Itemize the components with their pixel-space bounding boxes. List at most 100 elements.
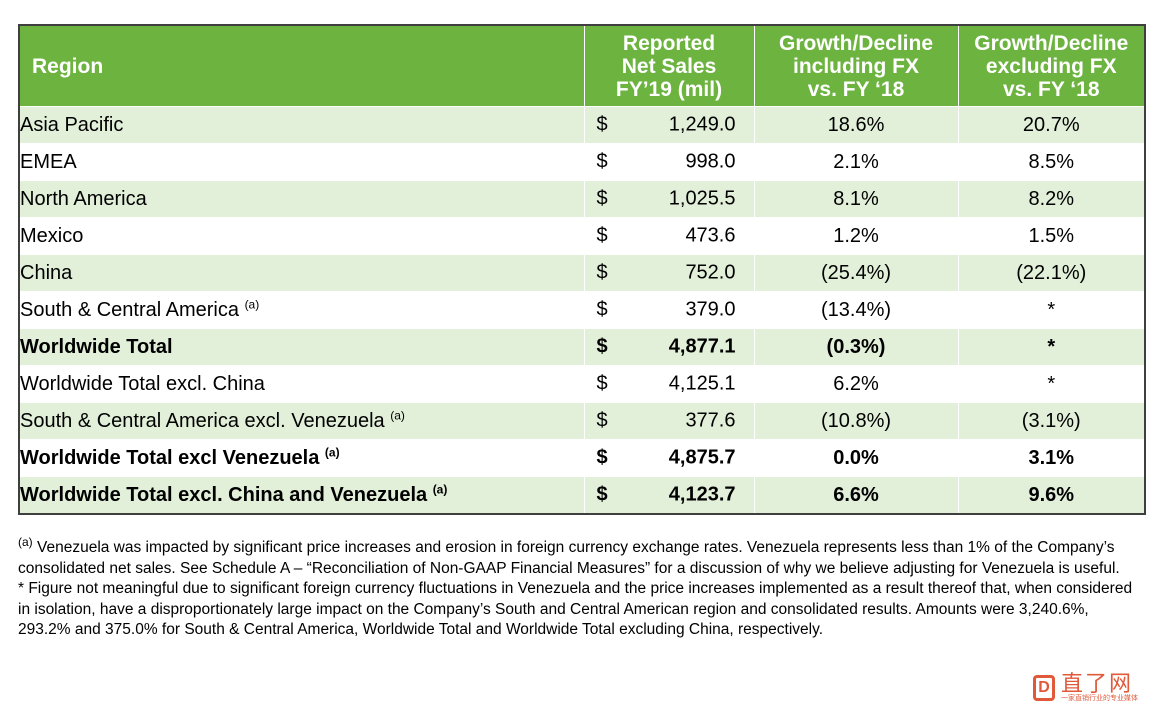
cell-region: China bbox=[18, 254, 585, 292]
table-row: North America $1,025.5 8.1% 8.2% bbox=[18, 180, 1146, 218]
cell-net-sales: $4,875.7 bbox=[583, 439, 755, 477]
net-sales-value: 1,025.5 bbox=[668, 187, 736, 210]
logo-sub-text: 一家直销行业的专业媒体 bbox=[1061, 695, 1138, 702]
cell-growth-incl-fx: 18.6% bbox=[753, 106, 959, 144]
region-name: Worldwide Total bbox=[20, 335, 173, 358]
region-name: South & Central America excl. Venezuela bbox=[20, 409, 391, 432]
footnote-star: * Figure not meaningful due to significa… bbox=[18, 580, 1133, 638]
table-row: Worldwide Total excl. China $4,125.1 6.2% * bbox=[18, 365, 1146, 403]
header-growth-excl-fx: Growth/Decline excluding FX vs. FY ‘18 bbox=[957, 24, 1146, 107]
net-sales-value: 998.0 bbox=[685, 150, 736, 173]
net-sales-value: 379.0 bbox=[685, 298, 736, 321]
net-sales-value: 4,875.7 bbox=[668, 446, 736, 469]
footnote-ref: (a) bbox=[432, 481, 448, 496]
cell-region: South & Central America (a) bbox=[18, 291, 585, 329]
header-incl-line2: including FX bbox=[793, 54, 919, 78]
region-name: Worldwide Total excl. China bbox=[20, 372, 265, 395]
cell-growth-incl-fx: (13.4%) bbox=[753, 291, 959, 329]
cell-region: Worldwide Total excl. China bbox=[18, 365, 585, 403]
region-name: Asia Pacific bbox=[20, 113, 124, 136]
net-sales-value: 4,125.1 bbox=[668, 372, 736, 395]
cell-growth-incl-fx: 0.0% bbox=[753, 439, 959, 477]
header-region: Region bbox=[18, 24, 585, 107]
cell-growth-excl-fx: 20.7% bbox=[957, 106, 1146, 144]
currency-symbol: $ bbox=[596, 187, 608, 210]
cell-net-sales: $379.0 bbox=[583, 291, 755, 329]
region-name: Worldwide Total excl Venezuela bbox=[20, 446, 325, 469]
cell-region: Asia Pacific bbox=[18, 106, 585, 144]
region-name: Mexico bbox=[20, 224, 84, 247]
cell-region: EMEA bbox=[18, 143, 585, 181]
currency-symbol: $ bbox=[596, 409, 608, 432]
cell-region: Worldwide Total bbox=[18, 328, 585, 366]
cell-growth-incl-fx: 6.6% bbox=[753, 476, 959, 515]
net-sales-value: 4,123.7 bbox=[668, 483, 736, 506]
region-name: North America bbox=[20, 187, 147, 210]
header-net-sales-line3: FY’19 (mil) bbox=[615, 77, 723, 101]
cell-growth-incl-fx: 6.2% bbox=[753, 365, 959, 403]
cell-growth-incl-fx: (10.8%) bbox=[753, 402, 959, 440]
footnote-a: (a) Venezuela was impacted by significan… bbox=[18, 534, 1142, 579]
logo-icon: D bbox=[1033, 675, 1055, 701]
header-net-sales-line2: Net Sales bbox=[621, 54, 717, 78]
footnote-ref: (a) bbox=[244, 296, 260, 311]
header-growth-incl-fx: Growth/Decline including FX vs. FY ‘18 bbox=[753, 24, 959, 107]
cell-net-sales: $4,125.1 bbox=[583, 365, 755, 403]
region-name: EMEA bbox=[20, 150, 77, 173]
cell-growth-incl-fx: 8.1% bbox=[753, 180, 959, 218]
cell-growth-excl-fx: * bbox=[957, 328, 1146, 366]
cell-net-sales: $752.0 bbox=[583, 254, 755, 292]
header-excl-line3: vs. FY ‘18 bbox=[1002, 77, 1100, 101]
table-row: EMEA $998.0 2.1% 8.5% bbox=[18, 143, 1146, 181]
net-sales-value: 377.6 bbox=[685, 409, 736, 432]
cell-net-sales: $1,249.0 bbox=[583, 106, 755, 144]
cell-growth-incl-fx: 2.1% bbox=[753, 143, 959, 181]
cell-growth-excl-fx: (3.1%) bbox=[957, 402, 1146, 440]
currency-symbol: $ bbox=[596, 335, 608, 358]
logo-main-text: 直了网 bbox=[1061, 671, 1134, 696]
cell-growth-incl-fx: 1.2% bbox=[753, 217, 959, 255]
cell-net-sales: $4,123.7 bbox=[583, 476, 755, 515]
currency-symbol: $ bbox=[596, 483, 608, 506]
cell-growth-excl-fx: * bbox=[957, 365, 1146, 403]
table-row: Worldwide Total excl. China and Venezuel… bbox=[18, 476, 1146, 515]
table-body: Asia Pacific $1,249.0 18.6% 20.7% EMEA $998.0… bbox=[18, 106, 1146, 515]
currency-symbol: $ bbox=[596, 113, 608, 136]
table-row: South & Central America (a) $379.0 (13.4%)… bbox=[18, 291, 1146, 329]
footnote-ref: (a) bbox=[390, 407, 405, 422]
currency-symbol: $ bbox=[596, 446, 608, 469]
table-row: Mexico $473.6 1.2% 1.5% bbox=[18, 217, 1146, 255]
table-header-row: Region Reported Net Sales FY’19 (mil) Gr… bbox=[18, 24, 1146, 107]
cell-growth-incl-fx: (25.4%) bbox=[753, 254, 959, 292]
cell-region: Worldwide Total excl. China and Venezuel… bbox=[18, 476, 585, 515]
cell-region: Worldwide Total excl Venezuela (a) bbox=[18, 439, 585, 477]
table-row: Worldwide Total $4,877.1 (0.3%) * bbox=[18, 328, 1146, 366]
cell-growth-excl-fx: 1.5% bbox=[957, 217, 1146, 255]
currency-symbol: $ bbox=[596, 150, 608, 173]
footnote-ref: (a) bbox=[324, 444, 340, 459]
net-sales-value: 4,877.1 bbox=[668, 335, 736, 358]
table-row: Worldwide Total excl Venezuela (a) $4,875… bbox=[18, 439, 1146, 477]
cell-net-sales: $998.0 bbox=[583, 143, 755, 181]
net-sales-value: 473.6 bbox=[685, 224, 736, 247]
header-incl-line1: Growth/Decline bbox=[778, 31, 934, 55]
currency-symbol: $ bbox=[596, 261, 608, 284]
footnote-a-text: Venezuela was impacted by significant pr… bbox=[18, 539, 1120, 577]
header-net-sales: Reported Net Sales FY’19 (mil) bbox=[583, 24, 755, 107]
cell-growth-excl-fx: 8.2% bbox=[957, 180, 1146, 218]
cell-region: North America bbox=[18, 180, 585, 218]
cell-net-sales: $377.6 bbox=[583, 402, 755, 440]
cell-growth-excl-fx: 8.5% bbox=[957, 143, 1146, 181]
cell-growth-excl-fx: (22.1%) bbox=[957, 254, 1146, 292]
header-net-sales-line1: Reported bbox=[622, 31, 716, 55]
header-excl-line2: excluding FX bbox=[985, 54, 1117, 78]
cell-net-sales: $1,025.5 bbox=[583, 180, 755, 218]
footnote-a-marker: (a) bbox=[18, 534, 33, 549]
region-name: South & Central America bbox=[20, 298, 245, 321]
regional-sales-table: Region Reported Net Sales FY’19 (mil) Gr… bbox=[18, 24, 1146, 515]
cell-region: Mexico bbox=[18, 217, 585, 255]
watermark-logo: D 直了网 一家直销行业的专业媒体 bbox=[1033, 673, 1138, 703]
table-row: China $752.0 (25.4%) (22.1%) bbox=[18, 254, 1146, 292]
cell-growth-excl-fx: * bbox=[957, 291, 1146, 329]
cell-growth-excl-fx: 9.6% bbox=[957, 476, 1146, 515]
